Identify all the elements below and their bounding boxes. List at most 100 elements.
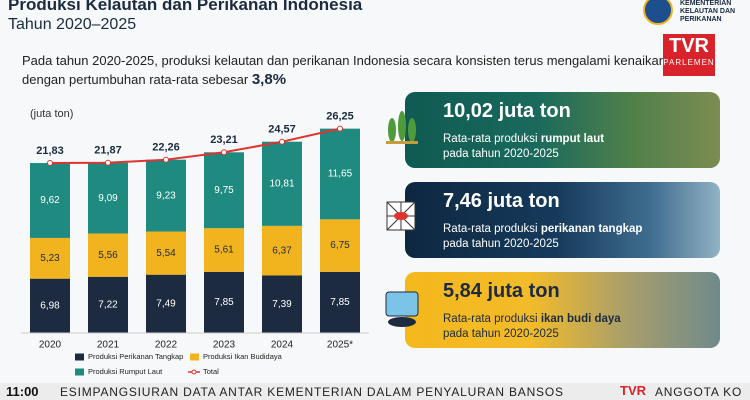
value-label: 6,37 [272, 245, 292, 256]
subtitle: Tahun 2020–2025 [8, 16, 137, 33]
bar-segment [204, 228, 244, 272]
card-highlight: perikanan tangkap [540, 223, 643, 235]
value-label: 7,49 [156, 298, 176, 309]
ticker-time: 11:00 [6, 384, 39, 399]
value-label: 6,98 [40, 300, 60, 311]
total-point [105, 159, 111, 166]
card-text: Rata-rata produksi [443, 133, 538, 145]
bar-segment [204, 152, 244, 229]
x-tick-label: 2025* [327, 340, 353, 351]
total-label: 26,25 [326, 111, 354, 123]
cage-icon [385, 291, 419, 327]
icons [385, 111, 419, 327]
channel-name: TVR [669, 35, 709, 57]
card-highlight: ikan budi daya [540, 313, 621, 325]
bar-segment [30, 278, 70, 333]
x-tick-label: 2021 [97, 340, 120, 351]
ticker-next: ANGGOTA KO [655, 385, 743, 399]
unit-label: (juta ton) [30, 108, 73, 120]
value-label: 7,39 [272, 299, 292, 310]
card-value: 7,46 juta ton [443, 190, 560, 212]
bar-segment [204, 271, 244, 333]
card: 10,02 juta ton Rata-rata produksi rumput… [405, 92, 720, 168]
channel-logo: TVR PARLEMEN [663, 34, 715, 76]
card-highlight: rumput laut [540, 133, 605, 145]
ticker-text: ESIMPANGSIURAN DATA ANTAR KEMENTERIAN DA… [60, 385, 564, 399]
bar-segment [88, 276, 128, 333]
card-text: pada tahun 2020-2025 [443, 148, 559, 160]
card-value: 5,84 juta ton [443, 280, 560, 302]
ministry-logo [643, 0, 673, 25]
value-label: 5,54 [156, 248, 176, 259]
x-tick-label: 2024 [271, 340, 294, 351]
legend-label: Produksi Perikanan Tangkap [88, 352, 183, 361]
value-label: 9,23 [156, 190, 176, 201]
bar-segment [146, 231, 186, 275]
intro-text: Pada tahun 2020-2025, produksi kelautan … [22, 53, 666, 87]
bar-segment [262, 141, 302, 226]
total-label: 21,87 [94, 145, 122, 157]
bar-segment [262, 275, 302, 333]
legend-label: Produksi Rumput Laut [88, 367, 163, 376]
card-text: Rata-rata produksi [443, 223, 538, 235]
legend-label: Produksi Ikan Budidaya [203, 352, 283, 361]
bar-segment [146, 274, 186, 333]
bar-segment [320, 128, 360, 220]
value-label: 11,65 [328, 169, 353, 180]
card-text: pada tahun 2020-2025 [443, 238, 559, 250]
intro-highlight: 3,8% [251, 71, 287, 88]
value-label: 7,22 [98, 300, 118, 311]
x-tick-label: 2022 [155, 340, 178, 351]
ministry-name: KEMENTERIAN KELAUTAN DAN PERIKANAN [680, 0, 736, 23]
bar-segment [320, 219, 360, 272]
net-icon [386, 201, 416, 231]
title: Produksi Kelautan dan Perikanan Indonesi… [8, 0, 363, 14]
seaweed-icon [386, 111, 418, 144]
card-desc: Rata-rata produksi rumput laut pada tahun… [443, 132, 604, 162]
total-label: 24,57 [268, 124, 296, 136]
card-desc: Rata-rata produksi perikanan tangkap pada… [443, 222, 642, 252]
ticker: 11:00 ESIMPANGSIURAN DATA ANTAR KEMENTER… [0, 383, 750, 400]
bar-segment [88, 162, 128, 234]
card: 7,46 juta ton Rata-rata produksi perikan… [405, 182, 720, 258]
ticker-logo: TVR [620, 383, 646, 398]
value-label: 9,62 [40, 195, 60, 206]
bar-segment [30, 163, 70, 238]
total-label: 23,21 [210, 134, 238, 146]
total-line [49, 127, 341, 165]
bar-segment [320, 271, 360, 333]
total-point [279, 138, 285, 145]
total-point [163, 156, 169, 163]
value-label: 9,75 [214, 185, 234, 196]
value-label: 10,81 [269, 178, 294, 189]
value-label: 6,75 [330, 240, 350, 251]
value-label: 9,09 [98, 193, 118, 204]
card: 5,84 juta ton Rata-rata produksi ikan bu… [405, 272, 720, 348]
value-label: 5,23 [40, 253, 60, 264]
total-label: 21,83 [36, 145, 64, 157]
card-value: 10,02 juta ton [443, 100, 571, 122]
value-label: 5,56 [98, 250, 118, 261]
bar-segment [262, 225, 302, 276]
x-tick-label: 2023 [213, 340, 236, 351]
total-label: 22,26 [152, 142, 180, 154]
bar-segment [146, 159, 186, 232]
legend-swatch [190, 353, 199, 361]
channel-sub: PARLEMEN [663, 58, 715, 67]
legend-swatch [75, 368, 84, 376]
total-point [47, 160, 53, 167]
legend-label: Total [203, 367, 219, 376]
x-tick-label: 2020 [39, 340, 62, 351]
bar-segment [30, 237, 70, 279]
legend-dot [191, 369, 197, 375]
card-text: pada tahun 2020-2025 [443, 328, 559, 340]
value-label: 7,85 [330, 297, 350, 308]
card-desc: Rata-rata produksi ikan budi daya pada ta… [443, 312, 621, 342]
total-point [337, 125, 343, 132]
card-text: Rata-rata produksi [443, 313, 538, 325]
intro: Pada tahun 2020-2025, produksi kelautan … [22, 51, 672, 89]
value-label: 5,61 [214, 245, 234, 256]
legend-swatch [75, 353, 84, 361]
